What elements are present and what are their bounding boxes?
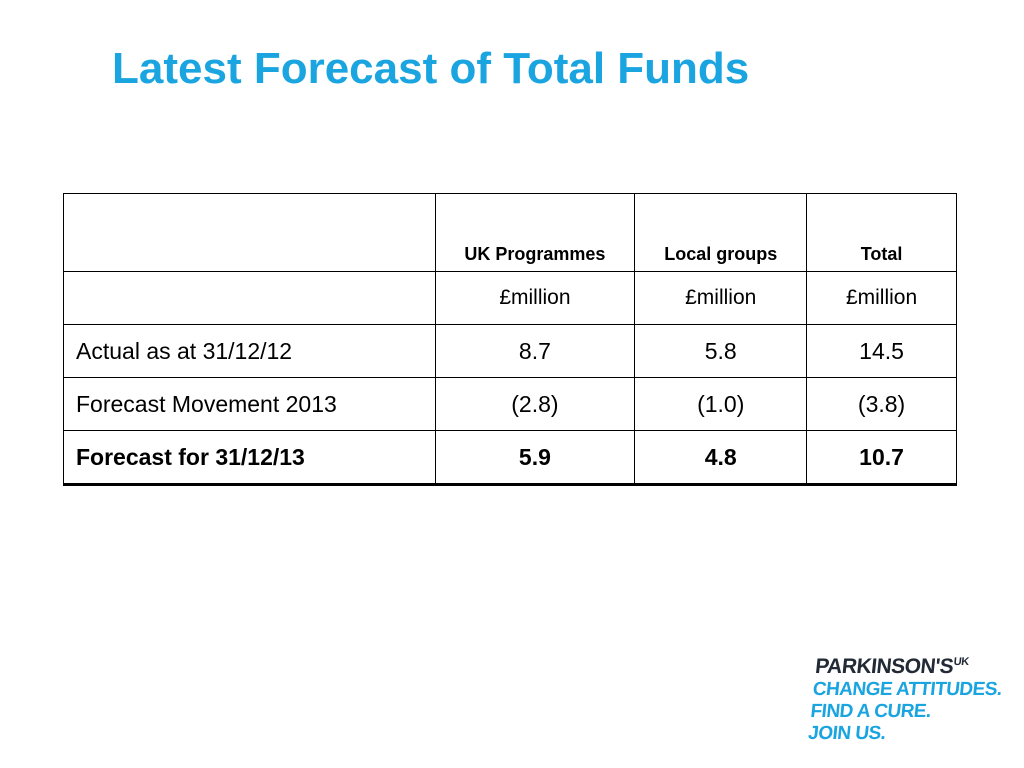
table-row-total: Forecast for 31/12/13 5.9 4.8 10.7 — [63, 430, 957, 486]
header-row: UK Programmes Local groups Total — [63, 193, 957, 272]
row-label: Forecast for 31/12/13 — [63, 430, 436, 486]
logo-tagline-2: FIND A CURE. — [809, 701, 932, 722]
table-row: Actual as at 31/12/12 8.7 5.8 14.5 — [63, 324, 957, 378]
logo-brand-suffix: UK — [953, 656, 970, 668]
header-cell-uk-programmes: UK Programmes — [434, 193, 636, 272]
logo-brand-name: PARKINSON'S — [814, 655, 955, 678]
logo-tagline-1: CHANGE ATTITUDES. — [811, 679, 1003, 700]
logo-tagline-3: JOIN US. — [807, 723, 887, 744]
cell-uk-programmes: (2.8) — [434, 377, 636, 431]
slide-title: Latest Forecast of Total Funds — [112, 44, 750, 93]
parkinsons-uk-logo: PARKINSON'SUK CHANGE ATTITUDES. FIND A C… — [807, 650, 1006, 745]
row-label: Actual as at 31/12/12 — [63, 324, 436, 378]
units-cell-total: £million — [806, 271, 957, 325]
units-row: £million £million £million — [63, 271, 957, 325]
units-cell-local-groups: £million — [634, 271, 808, 325]
cell-local-groups: 4.8 — [634, 430, 808, 486]
cell-total: (3.8) — [806, 377, 957, 431]
funds-table: UK Programmes Local groups Total £millio… — [63, 193, 957, 486]
cell-uk-programmes: 5.9 — [434, 430, 636, 486]
header-cell-local-groups: Local groups — [634, 193, 808, 272]
header-cell-total: Total — [806, 193, 957, 272]
cell-uk-programmes: 8.7 — [434, 324, 636, 378]
row-label: Forecast Movement 2013 — [63, 377, 436, 431]
logo-brand: PARKINSON'SUK — [814, 650, 1006, 679]
units-cell-empty — [63, 271, 436, 325]
table-row: Forecast Movement 2013 (2.8) (1.0) (3.8) — [63, 377, 957, 431]
cell-local-groups: (1.0) — [634, 377, 808, 431]
units-cell-uk-programmes: £million — [434, 271, 636, 325]
header-cell-empty — [63, 193, 436, 272]
cell-total: 10.7 — [806, 430, 957, 486]
cell-local-groups: 5.8 — [634, 324, 808, 378]
cell-total: 14.5 — [806, 324, 957, 378]
